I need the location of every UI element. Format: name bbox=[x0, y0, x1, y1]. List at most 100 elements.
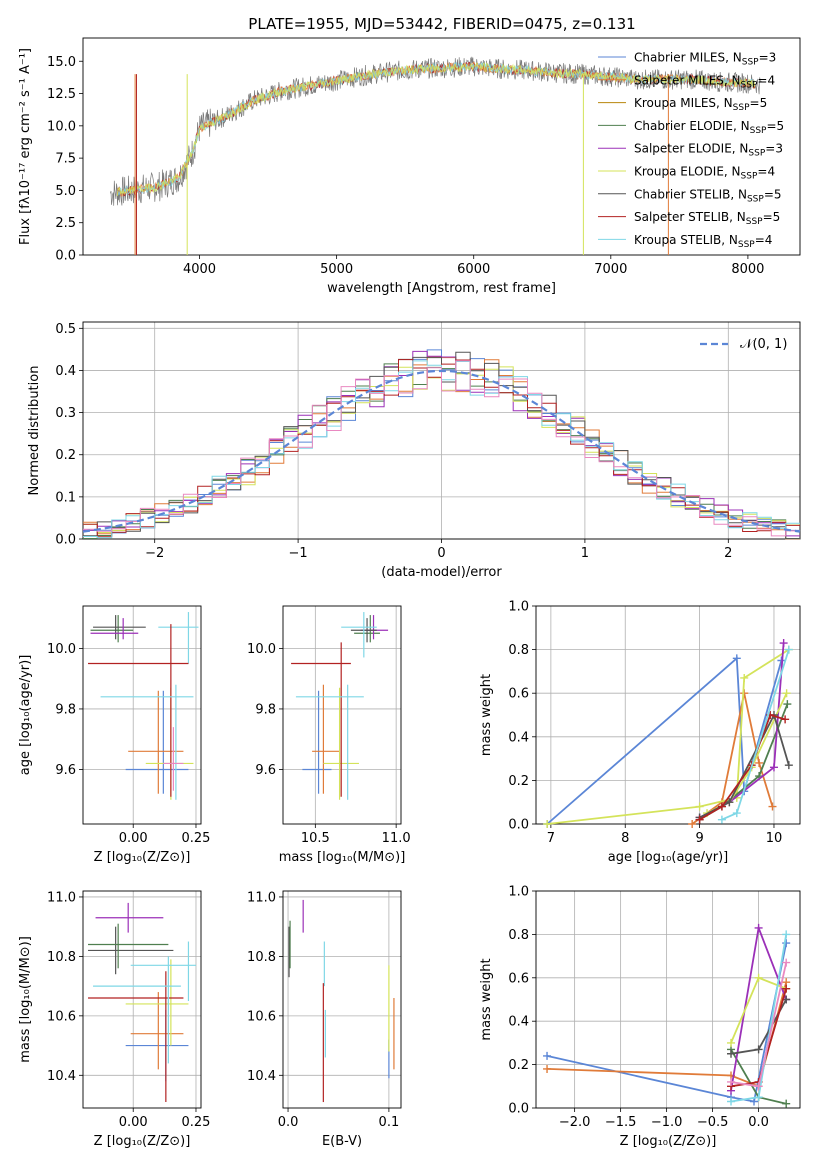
weight-point-marker bbox=[543, 1051, 552, 1060]
weight-point-marker bbox=[782, 1099, 791, 1108]
tick-label-y: 9.6 bbox=[255, 763, 276, 778]
mass-vs-Z-points bbox=[88, 902, 196, 1103]
tick-label-x: 10.5 bbox=[301, 831, 330, 846]
legend-label: Kroupa ELODIE, NSSP=4 bbox=[634, 165, 775, 182]
x-axis-label: E(B-V) bbox=[322, 1134, 362, 1149]
tick-label-y: 12.5 bbox=[47, 87, 76, 102]
weight-point-marker bbox=[727, 1049, 736, 1058]
tick-label-x: −2.0 bbox=[559, 1115, 591, 1130]
tick-label-x: −1 bbox=[289, 546, 308, 561]
weight-point-marker bbox=[727, 1077, 736, 1086]
tick-label-x: 0.0 bbox=[278, 1115, 299, 1130]
weight-point-marker bbox=[740, 673, 749, 682]
weight-point-marker bbox=[781, 715, 790, 724]
tick-label-y: 0.2 bbox=[508, 1058, 529, 1073]
tick-label-x: 7000 bbox=[594, 262, 627, 277]
axes-frame bbox=[82, 321, 801, 540]
x-axis-label: age [log₁₀(age/yr)] bbox=[608, 850, 729, 865]
legend-subscript: SSP bbox=[741, 80, 758, 90]
weight-point-marker bbox=[754, 973, 763, 982]
tick-label-y: 10.0 bbox=[47, 119, 76, 134]
massweight-vs-Z-axes: −2.0 −1.5 −1.0 −0.5 0.0 0.0 0.2 0.4 0.6 0.8 1.0 Z [… bbox=[479, 885, 801, 1149]
tick-label-x: 0.25 bbox=[182, 831, 211, 846]
tick-label-y: 10.6 bbox=[47, 1009, 76, 1024]
tick-label-x: 9 bbox=[695, 831, 703, 846]
axes-frame bbox=[282, 890, 402, 1109]
tick-label-y: 0.4 bbox=[55, 364, 76, 379]
tick-label-y: 0.1 bbox=[55, 490, 76, 505]
tick-label-x: 7 bbox=[547, 831, 555, 846]
tick-label-y: 0.0 bbox=[55, 533, 76, 548]
tick-label-x: 8 bbox=[621, 831, 629, 846]
tick-label-y: 0.2 bbox=[508, 774, 529, 789]
tick-label-y: 0.3 bbox=[55, 406, 76, 421]
residual-histogram-step bbox=[83, 350, 800, 537]
tick-label-x: 0.00 bbox=[119, 831, 148, 846]
legend-label: Salpeter MILES, NSSP=4 bbox=[634, 73, 775, 90]
weight-point-marker bbox=[784, 761, 793, 770]
tick-label-y: 9.6 bbox=[55, 763, 76, 778]
weight-point-marker bbox=[732, 654, 741, 663]
weight-point-marker bbox=[755, 758, 764, 767]
age-vs-Z-axes: 0.00 0.25 9.6 9.8 10.0 Z [log₁₀(Z/Z⊙)] age [lo… bbox=[18, 605, 211, 865]
spectrum-lines bbox=[110, 56, 762, 255]
weight-series-line bbox=[691, 693, 774, 825]
massweight-vs-age-series bbox=[543, 639, 793, 828]
tick-label-y: 9.8 bbox=[255, 702, 276, 717]
tick-label-y: 10.4 bbox=[247, 1069, 276, 1084]
tick-label-y: 7.5 bbox=[55, 152, 76, 167]
weight-point-marker bbox=[754, 1045, 763, 1054]
weight-series-line bbox=[546, 656, 783, 825]
legend-subscript: SSP bbox=[746, 217, 763, 227]
tick-label-x: 11.0 bbox=[382, 831, 411, 846]
plots-layer: 4000 5000 6000 7000 80000.02.55.07.510.012.5… bbox=[18, 37, 801, 1149]
weight-point-marker bbox=[782, 984, 791, 993]
figure-title: PLATE=1955, MJD=53442, FIBERID=0475, z=0… bbox=[248, 15, 635, 33]
tick-label-y: 0.6 bbox=[508, 971, 529, 986]
legend-n: =3 bbox=[765, 142, 783, 156]
legend-subscript: SSP bbox=[750, 126, 767, 136]
axes-frame bbox=[535, 890, 801, 1109]
tick-label-y: 0.4 bbox=[508, 730, 529, 745]
x-axis-label: Z [log₁₀(Z/Z⊙)] bbox=[94, 1134, 191, 1149]
tick-label-x: 10 bbox=[766, 831, 783, 846]
weight-point-marker bbox=[779, 639, 788, 648]
weight-point-marker bbox=[782, 958, 791, 967]
weight-point-marker bbox=[782, 930, 791, 939]
legend-subscript: SSP bbox=[738, 240, 755, 250]
x-axis-label: Z [log₁₀(Z/Z⊙)] bbox=[620, 1134, 717, 1149]
age-vs-mass-points bbox=[291, 612, 389, 800]
y-axis-label: mass weight bbox=[479, 958, 494, 1040]
tick-label-x: 0.00 bbox=[119, 1115, 148, 1130]
legend-label: Chabrier ELODIE, NSSP=5 bbox=[634, 119, 784, 136]
normal-curve-line bbox=[82, 369, 801, 533]
residuals-axes: −2 −1 0 1 2 0.0 0.1 0.2 0.3 0.4 0.5 (data-model)/er… bbox=[27, 321, 801, 580]
age-vs-Z-points bbox=[88, 612, 199, 800]
legend-n: =5 bbox=[766, 119, 784, 133]
axes-frame bbox=[82, 37, 801, 256]
weight-point-marker bbox=[727, 1038, 736, 1047]
legend-n: =5 bbox=[763, 210, 781, 224]
axes-frame bbox=[535, 605, 801, 825]
weight-point-marker bbox=[754, 1082, 763, 1091]
spectrum-axes: 4000 5000 6000 7000 8000 0.0 2.5 5.0 7.5 10.0 12.5… bbox=[18, 37, 801, 296]
legend-subscript: SSP bbox=[748, 149, 765, 159]
weight-point-marker bbox=[695, 815, 704, 824]
normal-legend-label: 𝒩(0, 1) bbox=[740, 337, 787, 352]
tick-label-x: 4000 bbox=[183, 262, 216, 277]
legend-label: Kroupa MILES, NSSP=5 bbox=[634, 96, 767, 113]
tick-label-x: 0 bbox=[437, 546, 445, 561]
weight-point-marker bbox=[768, 802, 777, 811]
tick-label-y: 9.8 bbox=[55, 702, 76, 717]
weight-series-line bbox=[699, 712, 790, 819]
tick-label-x: 8000 bbox=[731, 262, 764, 277]
legend-label: Chabrier MILES, NSSP=3 bbox=[634, 51, 776, 68]
tick-label-y: 0.4 bbox=[508, 1015, 529, 1030]
tick-label-x: 0.25 bbox=[182, 1115, 211, 1130]
tick-label-x: −2 bbox=[145, 546, 164, 561]
legend-n: =4 bbox=[755, 233, 773, 247]
weight-point-marker bbox=[543, 820, 552, 828]
weight-point-marker bbox=[725, 798, 734, 807]
y-axis-label: age [log₁₀(age/yr)] bbox=[18, 655, 33, 776]
